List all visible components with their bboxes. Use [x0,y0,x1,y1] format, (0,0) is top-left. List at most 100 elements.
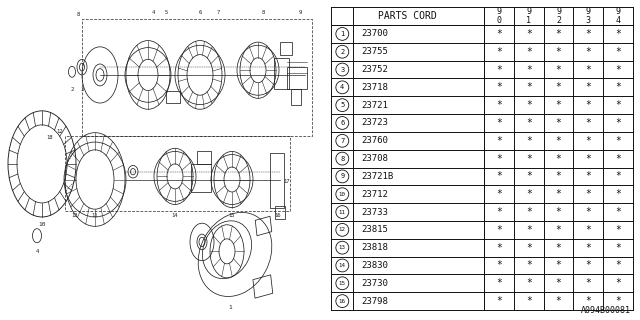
Text: *: * [556,65,561,75]
Text: *: * [556,225,561,235]
Text: 5: 5 [340,102,344,108]
Text: *: * [556,47,561,57]
Text: *: * [526,65,532,75]
Text: 9: 9 [586,7,591,16]
Text: 15: 15 [228,213,236,218]
Text: *: * [526,29,532,39]
Text: 23721: 23721 [362,101,388,110]
Text: 13: 13 [339,245,346,250]
Text: *: * [586,65,591,75]
Text: *: * [586,296,591,306]
Text: *: * [586,243,591,253]
Text: 23815: 23815 [362,225,388,234]
Text: 8: 8 [77,12,80,17]
Text: *: * [526,82,532,92]
Text: *: * [586,189,591,199]
Text: *: * [526,296,532,306]
Text: 13: 13 [72,213,78,218]
Text: 9: 9 [298,10,301,15]
Text: *: * [496,172,502,181]
Text: 16: 16 [275,213,281,218]
Text: *: * [615,136,621,146]
Text: *: * [526,136,532,146]
Text: *: * [615,29,621,39]
Text: 2: 2 [556,16,561,25]
Text: *: * [615,118,621,128]
Text: *: * [496,29,502,39]
Text: *: * [496,189,502,199]
Text: 1: 1 [526,16,531,25]
Text: *: * [586,100,591,110]
Text: *: * [556,154,561,164]
Text: 6: 6 [340,120,344,126]
Text: 23721B: 23721B [362,172,394,181]
Text: 17: 17 [284,179,291,184]
Text: *: * [496,296,502,306]
Text: *: * [526,47,532,57]
Text: 23733: 23733 [362,208,388,217]
Text: *: * [615,172,621,181]
Text: *: * [586,82,591,92]
Text: 23718: 23718 [362,83,388,92]
Text: 4: 4 [616,16,621,25]
Text: *: * [615,278,621,288]
Text: 11: 11 [92,213,99,218]
Text: *: * [496,65,502,75]
Text: *: * [556,260,561,270]
Bar [274,58,289,89]
Text: *: * [526,207,532,217]
Text: 12: 12 [339,227,346,232]
Text: *: * [615,243,621,253]
Text: *: * [615,207,621,217]
Text: 2: 2 [70,86,74,92]
Text: 14: 14 [172,213,179,218]
Bar [287,67,307,89]
Text: 8: 8 [340,156,344,162]
Text: *: * [496,243,502,253]
Text: *: * [615,189,621,199]
Text: *: * [526,100,532,110]
Text: *: * [496,260,502,270]
Text: 23755: 23755 [362,47,388,56]
Text: *: * [615,100,621,110]
Text: *: * [586,207,591,217]
Text: 4: 4 [35,249,38,254]
Bar [253,275,273,298]
Text: 7: 7 [340,138,344,144]
Text: *: * [615,225,621,235]
Text: *: * [526,278,532,288]
Text: *: * [586,136,591,146]
Text: *: * [586,260,591,270]
Text: *: * [556,189,561,199]
Text: *: * [526,189,532,199]
Text: 16: 16 [339,299,346,304]
Text: 23708: 23708 [362,154,388,163]
Text: *: * [586,118,591,128]
Text: 10: 10 [38,222,45,227]
Text: 23730: 23730 [362,279,388,288]
Text: *: * [526,225,532,235]
Text: *: * [586,154,591,164]
Text: *: * [615,296,621,306]
Text: 11: 11 [339,210,346,214]
Text: *: * [556,29,561,39]
Text: 23760: 23760 [362,136,388,145]
Text: *: * [526,172,532,181]
Text: *: * [496,100,502,110]
Text: *: * [586,47,591,57]
Text: 8: 8 [261,10,264,15]
Text: *: * [496,207,502,217]
Text: 23830: 23830 [362,261,388,270]
Text: 3: 3 [340,67,344,73]
Text: *: * [586,29,591,39]
Text: *: * [526,260,532,270]
Text: *: * [526,118,532,128]
Text: *: * [496,136,502,146]
Text: PARTS CORD: PARTS CORD [378,11,437,21]
Text: *: * [526,243,532,253]
Text: A094B00081: A094B00081 [581,306,631,315]
Text: 18: 18 [47,135,53,140]
Bar [191,164,211,192]
Text: 9: 9 [556,7,561,16]
Text: 23818: 23818 [362,243,388,252]
